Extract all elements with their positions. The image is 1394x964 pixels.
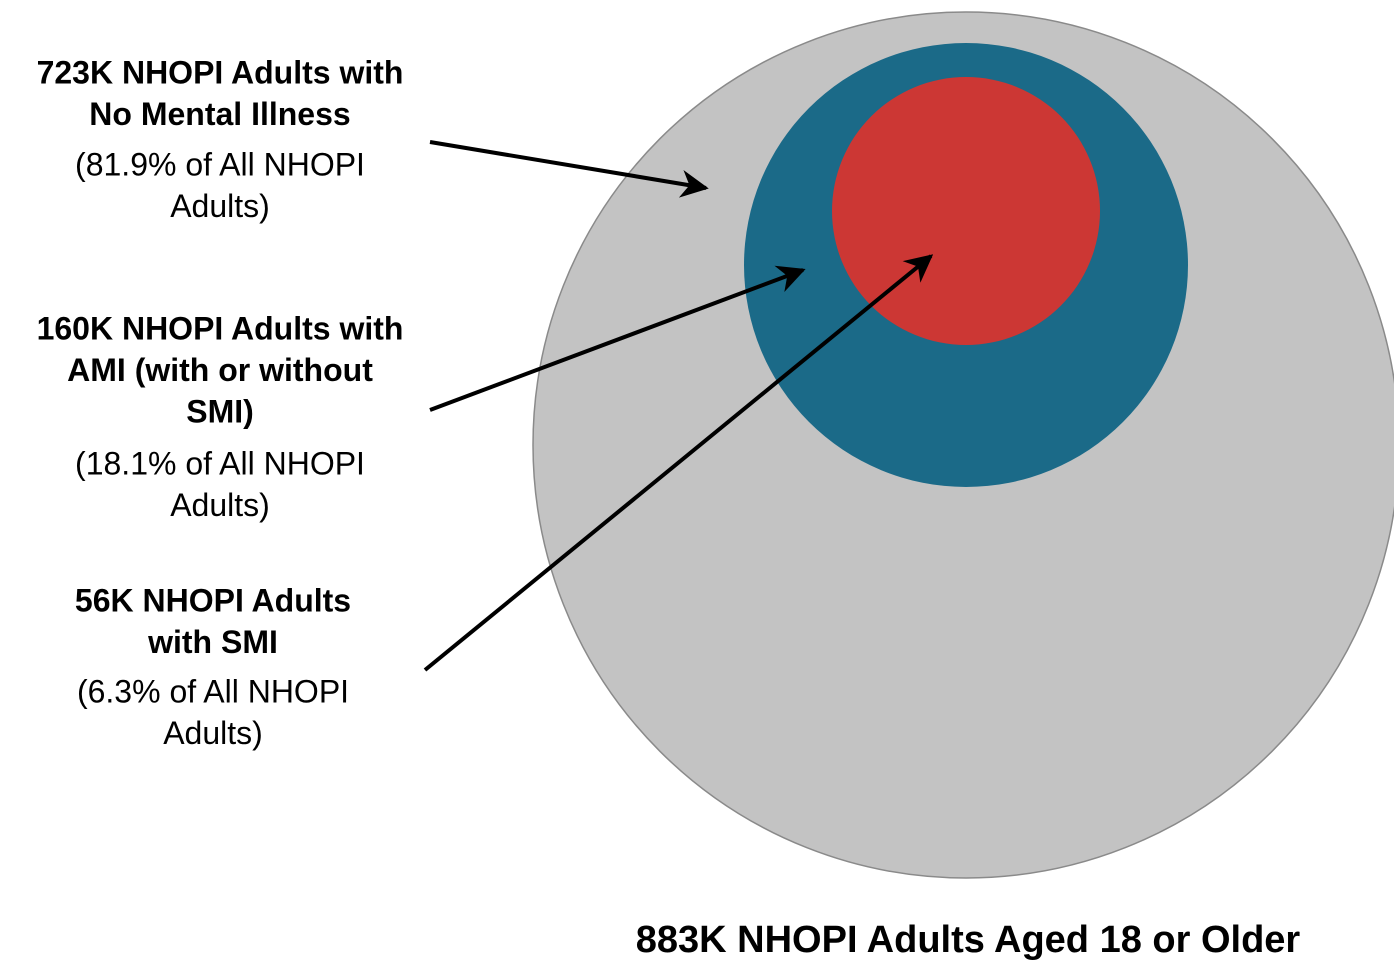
- label-title: 56K NHOPI Adults: [75, 582, 351, 618]
- label-note: Adults): [163, 715, 263, 751]
- label-title: No Mental Illness: [89, 96, 350, 132]
- arrow: [429, 140, 709, 198]
- smi-circle: [832, 77, 1100, 345]
- arrow: [429, 265, 806, 412]
- label-note: Adults): [170, 487, 270, 523]
- footer: 883K NHOPI Adults Aged 18 or Older: [636, 919, 1301, 961]
- label-note: (81.9% of All NHOPI: [75, 146, 365, 182]
- label-title: 723K NHOPI Adults with: [37, 54, 404, 90]
- label-note: Adults): [170, 188, 270, 224]
- label-title: AMI (with or without: [67, 352, 373, 388]
- label-title: 160K NHOPI Adults with: [37, 310, 404, 346]
- label-title: with SMI: [147, 624, 278, 660]
- label-note: (18.1% of All NHOPI: [75, 445, 365, 481]
- label-note: (6.3% of All NHOPI: [77, 673, 349, 709]
- label-title: SMI): [186, 393, 254, 429]
- arrow: [423, 254, 934, 672]
